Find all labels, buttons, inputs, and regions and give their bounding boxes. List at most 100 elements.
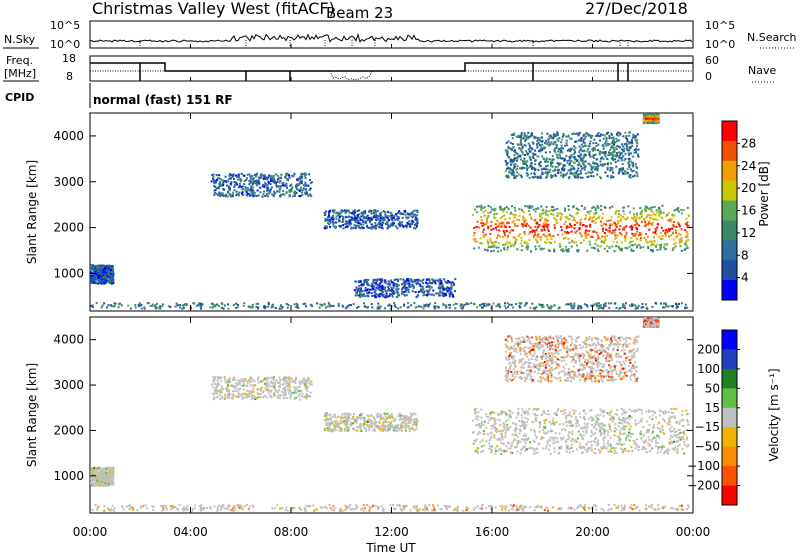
power-echo-cell xyxy=(243,180,246,182)
power-echo-cell xyxy=(534,225,537,228)
power-echo-cell xyxy=(663,302,665,305)
velocity-echo-cell xyxy=(219,509,222,511)
power-echo-cell xyxy=(389,225,391,228)
nsky-tick-top: 10^5 xyxy=(50,19,80,32)
power-echo-cell xyxy=(360,295,363,298)
power-echo-cell xyxy=(183,304,186,307)
power-echo-cell xyxy=(536,139,539,142)
power-echo-cell xyxy=(276,174,279,177)
power-echo-cell xyxy=(355,227,358,229)
power-echo-cell xyxy=(268,192,271,195)
power-echo-cell xyxy=(181,304,184,307)
power-echo-cell xyxy=(484,248,486,251)
power-echo-cell xyxy=(246,192,249,195)
power-echo-cell xyxy=(556,214,559,217)
power-echo-cell xyxy=(420,289,423,292)
power-echo-cell xyxy=(638,216,641,219)
power-echo-cell xyxy=(379,305,382,308)
power-echo-cell xyxy=(506,162,509,165)
power-echo-cell xyxy=(490,220,493,223)
power-echo-cell xyxy=(585,225,588,228)
velocity-echo-cell xyxy=(661,507,664,510)
power-echo-cell xyxy=(410,278,413,281)
power-echo-cell xyxy=(381,294,384,297)
power-echo-cell xyxy=(626,149,629,151)
power-echo-cell xyxy=(356,214,359,217)
power-echo-cell xyxy=(650,222,653,225)
power-echo-cell xyxy=(382,295,385,298)
power-echo-cell xyxy=(484,234,487,237)
power-echo-cell xyxy=(654,214,657,217)
power-echo-cell xyxy=(182,306,185,309)
power-echo-cell xyxy=(379,216,382,219)
power-echo-cell xyxy=(573,148,575,151)
power-echo-cell xyxy=(288,194,291,196)
power-echo-cell xyxy=(331,304,333,307)
power-echo-cell xyxy=(274,307,277,310)
velocity-echo-cell xyxy=(108,466,111,469)
nsky-tick-bottom: 10^0 xyxy=(50,38,80,51)
power-echo-cell xyxy=(486,217,488,220)
power-echo-cell xyxy=(636,142,639,145)
power-echo-cell xyxy=(662,229,665,232)
power-echo-cell xyxy=(323,227,326,230)
power-echo-cell xyxy=(658,213,660,216)
power-echo-cell xyxy=(413,209,416,212)
power-echo-cell xyxy=(554,169,557,172)
power-echo-cell xyxy=(599,160,602,163)
power-echo-cell xyxy=(553,226,556,229)
velocity-echo-cell xyxy=(644,504,647,507)
power-echo-cell xyxy=(536,155,539,158)
power-echo-cell xyxy=(399,225,402,228)
velocity-echo-cell xyxy=(515,509,518,512)
velocity-echo-cell xyxy=(329,506,332,509)
power-echo-cell xyxy=(433,294,435,297)
velocity-echo-cell xyxy=(595,505,598,508)
power-echo-cell xyxy=(630,224,633,227)
power-echo-cell xyxy=(448,293,451,296)
power-echo-cell xyxy=(474,237,477,240)
power-echo-cell xyxy=(636,175,639,178)
power-echo-cell xyxy=(511,143,514,145)
velocity-echo-cell xyxy=(97,467,99,470)
power-echo-cell xyxy=(529,157,532,160)
power-echo-cell xyxy=(356,210,359,212)
power-echo-cell xyxy=(185,303,188,305)
velocity-echo-cell xyxy=(344,509,347,512)
power-echo-cell xyxy=(542,167,545,170)
power-echo-cell xyxy=(370,212,373,215)
power-echo-cell xyxy=(628,154,630,156)
power-echo-cell xyxy=(308,189,311,191)
power-echo-cell xyxy=(293,195,296,197)
power-echo-cell xyxy=(516,218,519,221)
power-echo-cell xyxy=(413,227,415,230)
station-title: Christmas Valley West (fitACF) xyxy=(92,0,335,18)
power-echo-cell xyxy=(557,233,560,236)
power-echo-cell xyxy=(526,243,529,246)
power-echo-cell xyxy=(149,305,152,307)
power-echo-cell xyxy=(603,206,606,209)
power-echo-cell xyxy=(653,119,656,122)
power-echo-cell xyxy=(328,303,331,306)
power-echo-cell xyxy=(428,286,431,289)
power-echo-cell xyxy=(529,230,532,233)
freq-label-line1: Freq. xyxy=(6,54,33,67)
power-echo-cell xyxy=(634,165,637,168)
power-echo-cell xyxy=(227,180,230,183)
power-echo-cell xyxy=(446,290,449,293)
power-echo-cell xyxy=(92,273,95,276)
power-echo-cell xyxy=(438,294,441,297)
power-echo-cell xyxy=(590,167,593,170)
power-echo-cell xyxy=(366,289,369,292)
power-echo-cell xyxy=(573,150,576,152)
power-echo-cell xyxy=(671,227,674,230)
power-echo-cell xyxy=(557,169,560,171)
power-echo-cell xyxy=(572,307,575,310)
power-echo-cell xyxy=(628,242,631,245)
power-echo-cell xyxy=(668,219,671,222)
power-echo-cell xyxy=(394,305,396,308)
power-echo-cell xyxy=(545,143,548,145)
power-echo-cell xyxy=(101,271,104,274)
power-echo-cell xyxy=(609,229,612,232)
